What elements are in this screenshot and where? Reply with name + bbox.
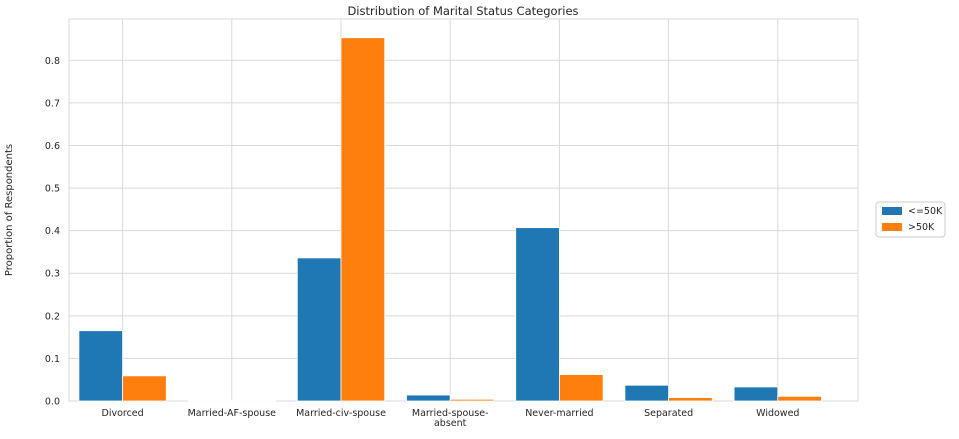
- y-tick-labels: 0.0 0.1 0.2 0.3 0.4 0.5 0.6 0.7 0.8: [45, 56, 60, 408]
- bar-le50k-6: [734, 387, 778, 401]
- bar-gt50k-0: [123, 376, 167, 401]
- y-tick-label: 0.1: [45, 354, 60, 365]
- y-tick-label: 0.2: [45, 311, 60, 322]
- chart-title: Distribution of Marital Status Categorie…: [347, 4, 578, 18]
- legend-swatch-gt50k: [882, 223, 902, 231]
- bar-gt50k-5: [669, 398, 713, 401]
- bar-le50k-0: [79, 331, 123, 401]
- x-tick-label: Married-civ-spouse: [296, 408, 386, 419]
- legend[interactable]: <=50K >50K: [876, 202, 945, 237]
- bar-le50k-2: [297, 258, 341, 401]
- x-tick-label: Widowed: [756, 408, 799, 419]
- y-tick-label: 0.3: [45, 269, 60, 280]
- y-tick-label: 0.8: [45, 56, 60, 67]
- x-tick-label: Never-married: [525, 408, 593, 419]
- bar-gt50k-1: [232, 400, 276, 401]
- bar-gt50k-3: [450, 399, 494, 401]
- legend-label-le50k: <=50K: [908, 206, 943, 217]
- y-tick-label: 0.4: [45, 226, 60, 237]
- bar-gt50k-2: [341, 38, 385, 401]
- y-tick-label: 0.7: [45, 98, 60, 109]
- plot-area: [69, 19, 858, 401]
- y-axis-label: Proportion of Respondents: [4, 144, 15, 276]
- x-tick-label: Married-AF-spouse: [188, 408, 277, 419]
- legend-label-gt50k: >50K: [908, 222, 935, 233]
- x-tick-label: absent: [434, 418, 467, 429]
- bar-le50k-4: [516, 228, 560, 401]
- bar-gt50k-6: [778, 396, 822, 401]
- x-tick-label: Divorced: [102, 408, 144, 419]
- x-tick-label: Separated: [644, 408, 693, 419]
- legend-swatch-le50k: [882, 207, 902, 215]
- bar-gt50k-4: [559, 375, 603, 401]
- bar-le50k-5: [625, 385, 669, 401]
- y-tick-label: 0.5: [45, 184, 60, 195]
- y-tick-label: 0.6: [45, 141, 60, 152]
- x-tick-labels: Divorced Married-AF-spouse Married-civ-spo…: [102, 408, 800, 429]
- y-tick-label: 0.0: [45, 397, 60, 408]
- bar-le50k-3: [407, 395, 451, 401]
